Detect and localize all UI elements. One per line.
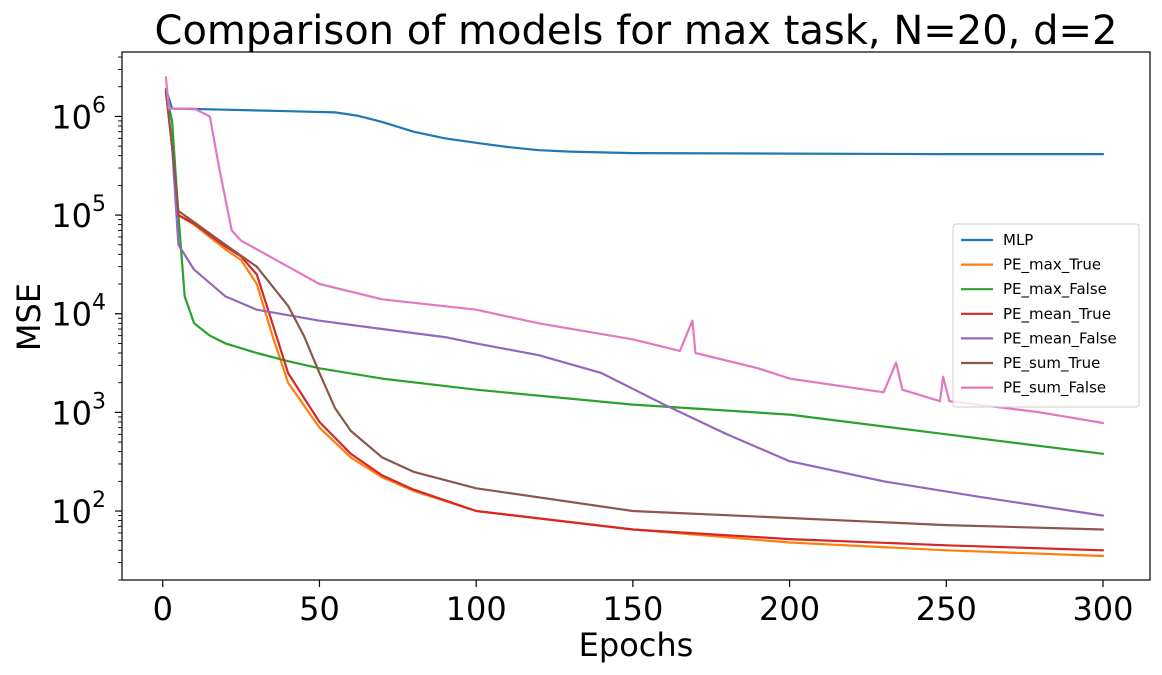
y-tick-label: 105 [51,192,106,235]
series-lines [164,76,1105,558]
x-tick-label: 0 [153,590,173,628]
legend-label-pe-max-false: PE_max_False [1003,280,1107,299]
legend-label-mlp: MLP [1003,231,1033,249]
y-tick-label: 102 [51,488,106,531]
chart-title: Comparison of models for max task, N=20,… [155,8,1118,54]
x-axis-label: Epochs [579,626,694,664]
y-axis-label: MSE [10,283,48,351]
y-tick-label: 103 [51,389,106,432]
x-tick-label: 200 [759,590,820,628]
plot-area [164,76,1105,558]
series-line-pe-mean-false [164,90,1105,517]
legend-label-pe-sum-true: PE_sum_True [1003,354,1100,373]
series-line-mlp [164,87,1105,156]
axes-frame [121,51,1151,581]
legend: MLP PE_max_True PE_max_False PE_mean_True PE… [952,223,1140,408]
x-tick-label: 100 [446,590,507,628]
legend-label-pe-sum-false: PE_sum_False [1003,379,1106,398]
legend-label-pe-mean-true: PE_mean_True [1003,305,1111,324]
legend-label-pe-mean-false: PE_mean_False [1003,329,1117,348]
series-line-pe-max-false [164,92,1105,455]
x-tick-label: 300 [1072,590,1133,628]
x-tick-label: 50 [299,590,340,628]
series-line-pe-mean-true [164,90,1105,552]
x-tick-label: 150 [602,590,663,628]
series-line-pe-sum-true [164,90,1105,531]
legend-box [952,223,1140,408]
series-line-pe-sum-false [164,76,1105,425]
legend-label-pe-max-true: PE_max_True [1003,256,1101,275]
axes: 0 50 100 150 200 250 300 102 103 104 105 106 [51,51,1151,628]
y-tick-label: 106 [51,93,106,136]
x-tick-label: 250 [916,590,977,628]
y-tick-label: 104 [51,291,106,334]
